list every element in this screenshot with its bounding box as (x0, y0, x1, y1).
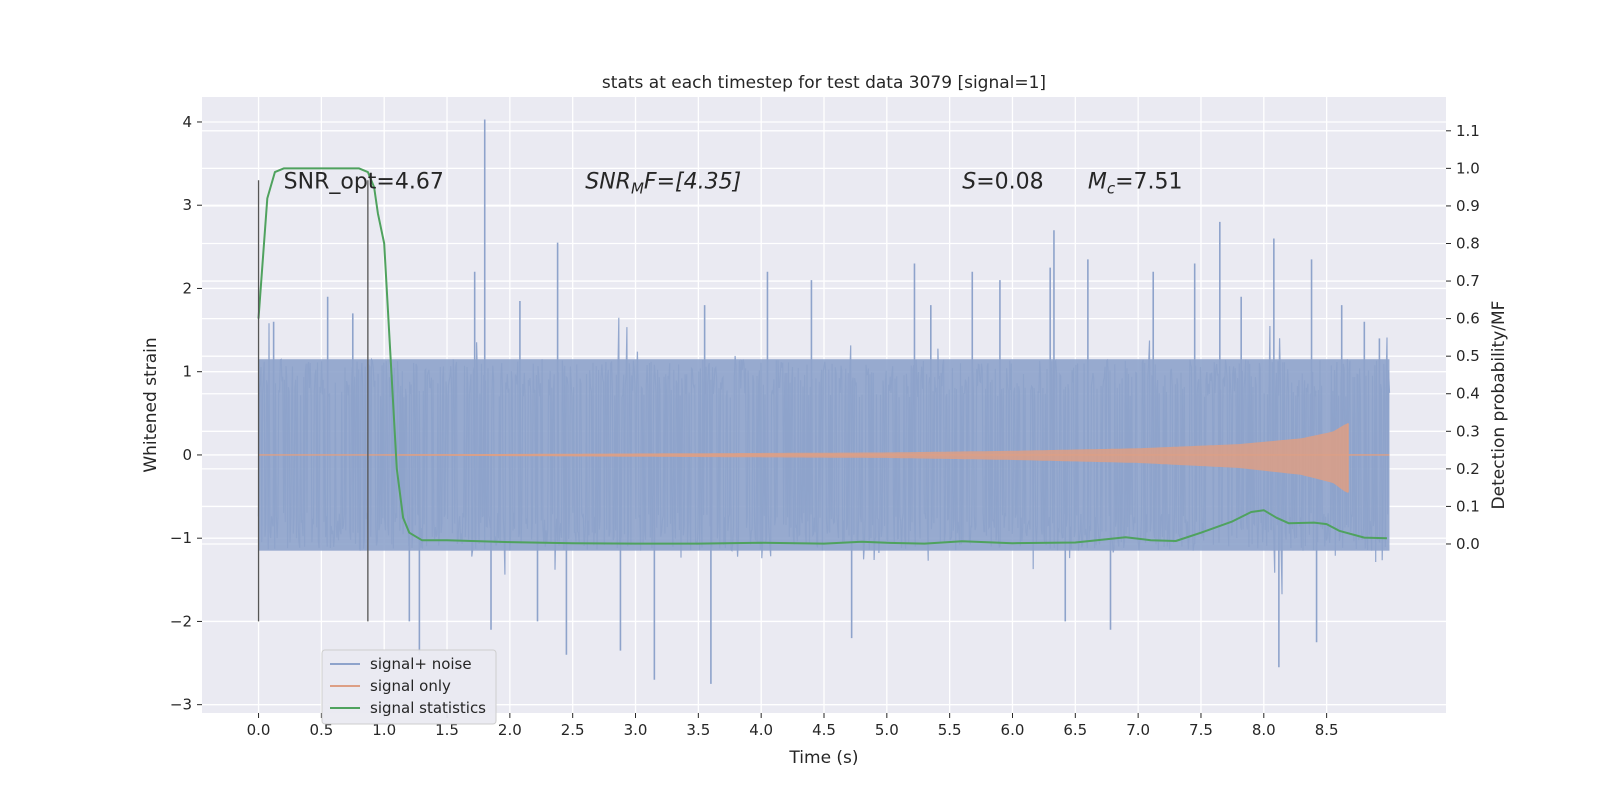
x-tick-label: 0.0 (247, 721, 271, 739)
y2-tick-label: 0.4 (1456, 385, 1480, 403)
y2-tick-label: 0.5 (1456, 347, 1480, 365)
y2-tick-label: 0.7 (1456, 272, 1480, 290)
annotation-spin-base: S (962, 170, 976, 195)
x-tick-label: 7.0 (1126, 721, 1150, 739)
x-tick-label: 5.0 (875, 721, 899, 739)
annotation-snr-mf-rest: F=[4.35] (644, 170, 741, 195)
x-tick-label: 6.5 (1063, 721, 1087, 739)
legend-label-signal-statistics: signal statistics (370, 699, 486, 717)
chart-title: stats at each timestep for test data 307… (602, 73, 1046, 93)
vertical-markers (257, 180, 369, 622)
legend-label-signal-only: signal only (370, 677, 451, 695)
annotation-chirp-mass-sub: c (1107, 180, 1116, 198)
y2-axis-label: Detection probability/MF (1489, 301, 1509, 510)
y-tick-label: 0 (182, 446, 192, 464)
y2-tick-label: 1.1 (1456, 122, 1480, 140)
y2-tick-label: 0.2 (1456, 460, 1480, 478)
y-axis-label: Whitened strain (141, 337, 161, 472)
x-tick-label: 2.5 (561, 721, 585, 739)
x-tick-label: 4.5 (812, 721, 836, 739)
x-axis-label: Time (s) (788, 748, 858, 768)
y-tick-label: −3 (170, 696, 192, 714)
y2-tick-label: 1.0 (1456, 159, 1480, 177)
x-tick-label: 4.0 (749, 721, 773, 739)
x-tick-label: 8.0 (1252, 721, 1276, 739)
x-tick-label: 2.0 (498, 721, 522, 739)
y2-tick-label: 0.0 (1456, 535, 1480, 553)
y2-tick-label: 0.8 (1456, 234, 1480, 252)
y2-tick-label: 0.9 (1456, 197, 1480, 215)
x-axis-ticks: 0.0 0.5 1.0 1.5 2.0 2.5 3.0 3.5 4.0 4.5 5.0 5.5 6.0 6… (247, 713, 1339, 739)
x-tick-label: 1.0 (372, 721, 396, 739)
annotation-chirp-mass-rest: =7.51 (1115, 170, 1182, 195)
x-tick-label: 8.5 (1315, 721, 1339, 739)
y2-axis-ticks: 0.0 0.1 0.2 0.3 0.4 0.5 0.6 0.7 0.8 0.9 1.0 1.1 (1446, 122, 1480, 553)
y2-tick-label: 0.1 (1456, 497, 1480, 515)
annotation-snr-mf-base: SNR (585, 170, 631, 195)
x-tick-label: 6.0 (1001, 721, 1025, 739)
y2-tick-label: 0.6 (1456, 310, 1480, 328)
x-tick-label: 5.5 (938, 721, 962, 739)
annotation-snr-mf-sub: M (631, 180, 644, 198)
annotation-spin-rest: =0.08 (976, 170, 1043, 195)
x-tick-label: 1.5 (435, 721, 459, 739)
x-tick-label: 3.5 (686, 721, 710, 739)
y-tick-label: −2 (170, 612, 192, 630)
annotation-chirp-mass: Mc=7.51 (1088, 170, 1183, 198)
annotation-snr-opt: SNR_opt=4.67 (284, 170, 444, 195)
annotation-chirp-mass-base: M (1088, 170, 1107, 195)
y-tick-label: 2 (182, 279, 192, 297)
x-tick-label: 7.5 (1189, 721, 1213, 739)
legend-label-signal-noise: signal+ noise (370, 655, 472, 673)
series-signal-statistics-line (257, 167, 1387, 545)
x-tick-label: 0.5 (309, 721, 333, 739)
legend: signal+ noise signal only signal statist… (321, 649, 497, 725)
y-axis-ticks: −3 −2 −1 0 1 2 3 4 (170, 113, 202, 714)
x-tick-label: 3.0 (624, 721, 648, 739)
y-tick-label: 4 (182, 113, 192, 131)
y-tick-label: 3 (182, 196, 192, 214)
series-signal-only-envelope (258, 423, 1348, 493)
annotation-spin: S=0.08 (962, 170, 1043, 195)
y2-tick-label: 0.3 (1456, 422, 1480, 440)
data-layer (257, 119, 1391, 684)
annotation-snr-mf: SNRMF=[4.35] (585, 170, 741, 198)
y-tick-label: −1 (170, 529, 192, 547)
legend-box (321, 649, 497, 725)
annotations: SNR_opt=4.67 SNRMF=[4.35] S=0.08 Mc=7.51 (284, 170, 1183, 198)
y-tick-label: 1 (182, 363, 192, 381)
